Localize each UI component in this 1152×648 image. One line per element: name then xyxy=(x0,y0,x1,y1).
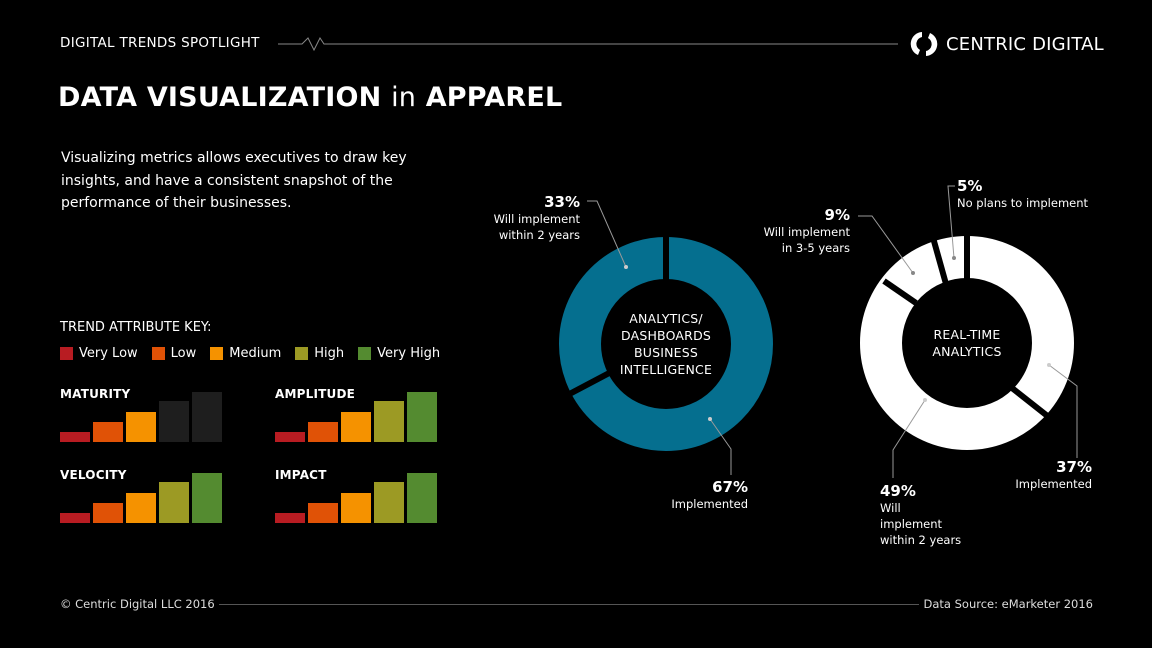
segment-pct: 9% xyxy=(824,206,850,224)
segment-label: Implemented xyxy=(671,497,748,511)
attribute-amplitude: AMPLITUDE xyxy=(275,387,440,442)
bar-very-low xyxy=(275,432,305,442)
bar-medium xyxy=(126,493,156,523)
donut-1-label-implemented: 67% Implemented xyxy=(660,478,748,512)
segment-pct: 67% xyxy=(712,478,748,496)
attribute-velocity: VELOCITY xyxy=(60,468,225,523)
bar-medium xyxy=(341,493,371,523)
segment-label: No plans to implement xyxy=(957,196,1089,210)
key-title: TREND ATTRIBUTE KEY: xyxy=(60,320,212,335)
legend-item-high: High xyxy=(295,346,344,361)
brand-logo: CENTRIC DIGITAL xyxy=(910,29,1104,59)
bar-medium xyxy=(341,412,371,442)
header-kicker: DIGITAL TRENDS SPOTLIGHT xyxy=(60,35,260,51)
segment-pct: 5% xyxy=(957,177,983,195)
title-part-2: in xyxy=(391,82,417,113)
donut-2-label-no-plans: 5% No plans to implement xyxy=(957,177,1097,211)
bar-low xyxy=(308,422,338,442)
bar-high xyxy=(374,401,404,442)
legend-item-very-high: Very High xyxy=(358,346,440,361)
title-part-3: APPAREL xyxy=(425,82,563,113)
footer-copyright: © Centric Digital LLC 2016 xyxy=(60,597,215,611)
center-line: DASHBOARDS xyxy=(620,328,712,343)
level-bars xyxy=(275,392,437,442)
legend-label: Medium xyxy=(229,346,282,361)
bar-very-low xyxy=(60,432,90,442)
donut-2-center-label: REAL-TIME ANALYTICS xyxy=(907,326,1027,360)
bar-low xyxy=(93,422,123,442)
swatch xyxy=(151,347,165,360)
center-line: ANALYTICS xyxy=(932,344,1002,359)
attribute-maturity: MATURITY xyxy=(60,387,225,442)
header-pulse-line xyxy=(278,37,898,52)
donut-1-label-will-implement: 33% Will implement within 2 years xyxy=(470,193,580,243)
center-line: REAL-TIME xyxy=(933,327,1001,342)
level-bars xyxy=(60,473,222,523)
page-title: DATA VISUALIZATION in APPAREL xyxy=(58,82,562,113)
segment-label: Will implement in 3-5 years xyxy=(763,225,850,255)
center-line: INTELLIGENCE xyxy=(619,362,713,377)
legend-item-low: Low xyxy=(151,346,197,361)
legend-item-medium: Medium xyxy=(210,346,281,361)
legend-item-very-low: Very Low xyxy=(60,346,138,361)
segment-label: Will implement within 2 years xyxy=(880,501,962,547)
key-legend: Very Low Low Medium High Very High xyxy=(60,346,440,361)
legend-label: Very Low xyxy=(79,346,138,361)
donut-real-time-analytics xyxy=(858,185,1078,478)
attribute-label: AMPLITUDE xyxy=(275,387,356,401)
segment-pct: 37% xyxy=(1056,458,1092,476)
brand-name: CENTRIC DIGITAL xyxy=(946,33,1104,55)
swatch xyxy=(60,347,73,360)
donut-2-label-3-5-years: 9% Will implement in 3-5 years xyxy=(760,206,850,256)
bar-very-low xyxy=(60,513,90,523)
attribute-label: VELOCITY xyxy=(60,468,127,482)
bar-low xyxy=(308,503,338,523)
swatch xyxy=(210,347,224,360)
legend-label: High xyxy=(314,346,345,361)
bar-very-high xyxy=(407,392,437,442)
attribute-label: MATURITY xyxy=(60,387,131,401)
attribute-label: IMPACT xyxy=(275,468,327,482)
circular-arrows-logo-icon xyxy=(910,32,938,56)
swatch xyxy=(358,347,372,360)
bar-very-low xyxy=(275,513,305,523)
center-line: BUSINESS xyxy=(633,345,699,360)
intro-paragraph: Visualizing metrics allows executives to… xyxy=(61,150,407,211)
bar-medium xyxy=(126,412,156,442)
segment-pct: 49% xyxy=(880,482,916,500)
bar-high xyxy=(374,482,404,523)
bar-very-high xyxy=(192,473,222,523)
legend-label: Low xyxy=(170,346,197,361)
donut-1-center-label: ANALYTICS/ DASHBOARDS BUSINESS INTELLIGE… xyxy=(606,310,726,378)
bar-very-high xyxy=(407,473,437,523)
attribute-impact: IMPACT xyxy=(275,468,440,523)
swatch xyxy=(295,347,309,360)
donut-2-label-within-2-years: 49% Will implement within 2 years xyxy=(880,482,980,548)
level-bars xyxy=(275,473,437,523)
bar-low xyxy=(93,503,123,523)
bar-very-high xyxy=(192,392,222,442)
segment-label: Will implement within 2 years xyxy=(493,212,580,242)
legend-label: Very High xyxy=(377,346,441,361)
level-bars xyxy=(60,392,222,442)
footer-divider xyxy=(219,604,919,605)
bar-high xyxy=(159,482,189,523)
footer-data-source: Data Source: eMarketer 2016 xyxy=(923,597,1093,611)
donut-2-label-implemented: 37% Implemented xyxy=(1000,458,1092,492)
donut-analytics-bi xyxy=(558,200,773,475)
bar-high xyxy=(159,401,189,442)
segment-label: Implemented xyxy=(1015,477,1092,491)
center-line: ANALYTICS/ xyxy=(629,311,703,326)
title-part-1: DATA VISUALIZATION xyxy=(58,82,382,113)
segment-pct: 33% xyxy=(544,193,580,211)
